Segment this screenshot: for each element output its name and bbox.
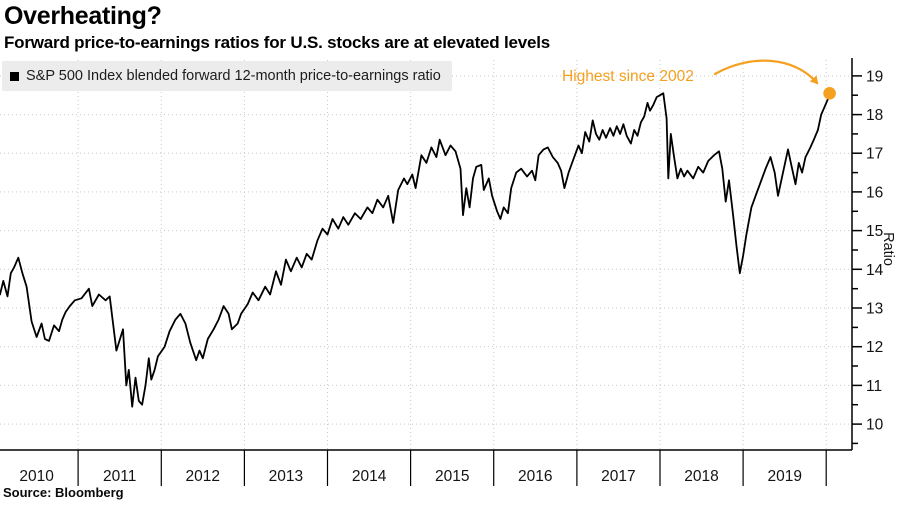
legend: S&P 500 Index blended forward 12-month p… — [2, 61, 452, 91]
endpoint-marker — [823, 87, 836, 100]
x-year-label: 2016 — [518, 468, 552, 485]
x-year-label: 2019 — [767, 468, 801, 485]
y-axis-title: Ratio — [880, 232, 896, 266]
source-credit: Source: Bloomberg — [3, 485, 124, 500]
x-year-label: 2015 — [435, 468, 469, 485]
y-tick-label: 10 — [866, 417, 884, 434]
x-year-label: 2017 — [601, 468, 635, 485]
y-tick-label: 18 — [866, 107, 883, 124]
x-year-label: 2010 — [19, 468, 54, 485]
y-tick-label: 19 — [866, 68, 883, 85]
annotation-arrow-icon — [713, 59, 819, 85]
pe-series-line — [0, 92, 831, 408]
y-tick-label: 12 — [866, 339, 883, 356]
legend-label: S&P 500 Index blended forward 12-month p… — [26, 68, 441, 84]
y-tick-label: 11 — [866, 378, 882, 395]
page-title: Overheating? — [4, 2, 162, 30]
y-tick-label: 16 — [866, 184, 883, 201]
x-year-label: 2018 — [684, 468, 718, 485]
annotation-highest-since-2002: Highest since 2002 — [562, 68, 694, 85]
x-year-label: 2012 — [186, 468, 220, 485]
y-tick-label: 14 — [866, 262, 884, 279]
series-swatch-icon — [10, 71, 19, 81]
y-tick-label: 15 — [866, 223, 883, 240]
y-tick-label: 13 — [866, 301, 883, 318]
y-tick-label: 17 — [866, 146, 883, 163]
x-year-label: 2011 — [103, 468, 136, 485]
page-subtitle: Forward price-to-earnings ratios for U.S… — [4, 33, 551, 52]
x-year-label: 2013 — [269, 468, 303, 485]
x-year-label: 2014 — [352, 468, 387, 485]
